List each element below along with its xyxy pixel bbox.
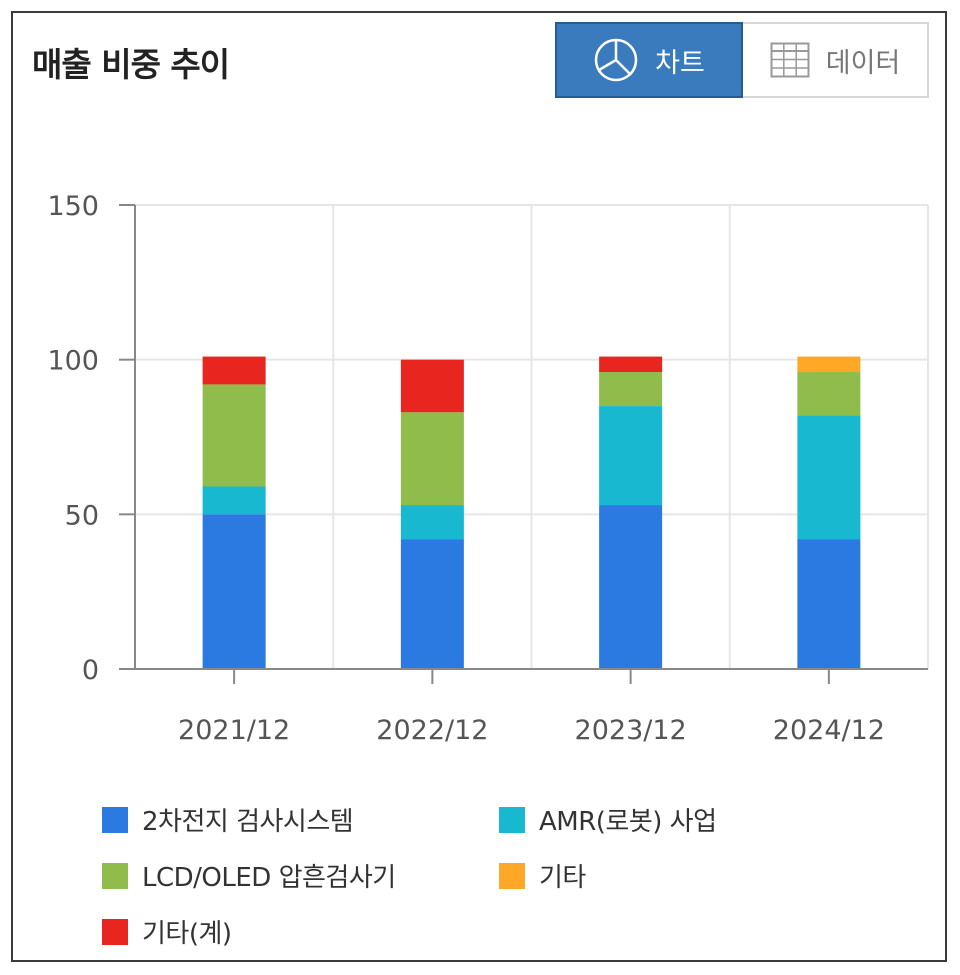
- bar-segment: [202, 514, 266, 669]
- table-grid-icon: [770, 42, 810, 78]
- legend-swatch: [499, 806, 525, 833]
- chart-view-label: 차트: [655, 47, 705, 79]
- bar-segment: [599, 372, 663, 407]
- legend-label: 2차전지 검사시스템: [142, 807, 354, 837]
- bar-segment: [202, 486, 266, 515]
- legend-label: 기타: [539, 863, 586, 893]
- legend-swatch: [102, 918, 128, 945]
- legend-label: AMR(로봇) 사업: [539, 807, 717, 837]
- pie-chart-icon: [593, 37, 639, 83]
- data-view-button[interactable]: 데이터: [743, 24, 927, 96]
- chart-view-button[interactable]: 차트: [555, 22, 743, 98]
- x-tick-label: 2023/12: [575, 715, 687, 746]
- x-tick-label: 2024/12: [773, 715, 885, 746]
- bar-segment: [400, 505, 464, 540]
- y-tick-label: 100: [47, 346, 99, 377]
- legend-swatch: [102, 862, 128, 889]
- bar-segment: [797, 539, 861, 669]
- bar-segment: [599, 406, 663, 506]
- data-view-label: 데이터: [825, 47, 901, 79]
- legend-label: 기타(계): [142, 919, 232, 949]
- legend-swatch: [102, 806, 128, 833]
- bar-segment: [400, 359, 464, 413]
- view-toggle: 차트 데이터: [555, 22, 929, 98]
- bar-segment: [599, 505, 663, 669]
- legend-item[interactable]: 2차전지 검사시스템: [102, 801, 354, 838]
- stacked-bar-chart: 0 50 100 150 2021/12 2022/12 2023/12 2024/12: [47, 191, 929, 746]
- y-tick-label: 50: [65, 500, 99, 531]
- y-tick-label: 0: [82, 655, 99, 686]
- y-tick-label: 150: [47, 191, 99, 222]
- page-title: 매출 비중 추이: [32, 45, 230, 84]
- x-tick-label: 2021/12: [178, 715, 290, 746]
- legend-swatch: [499, 862, 525, 889]
- bar-segment: [599, 356, 663, 373]
- legend-item[interactable]: 기타: [499, 857, 586, 894]
- legend-label: LCD/OLED 압흔검사기: [142, 863, 396, 893]
- x-tick-label: 2022/12: [376, 715, 488, 746]
- bar-segment: [202, 356, 266, 385]
- legend-item[interactable]: LCD/OLED 압흔검사기: [102, 857, 396, 894]
- bar-segment: [797, 372, 861, 416]
- chart-panel: [11, 11, 947, 962]
- bar-segment: [797, 415, 861, 540]
- bar-segment: [202, 384, 266, 487]
- bar-segment: [400, 412, 464, 506]
- legend-item[interactable]: AMR(로봇) 사업: [499, 801, 717, 838]
- bar-segment: [400, 539, 464, 669]
- legend-item[interactable]: 기타(계): [102, 913, 232, 950]
- bar-segment: [797, 356, 861, 373]
